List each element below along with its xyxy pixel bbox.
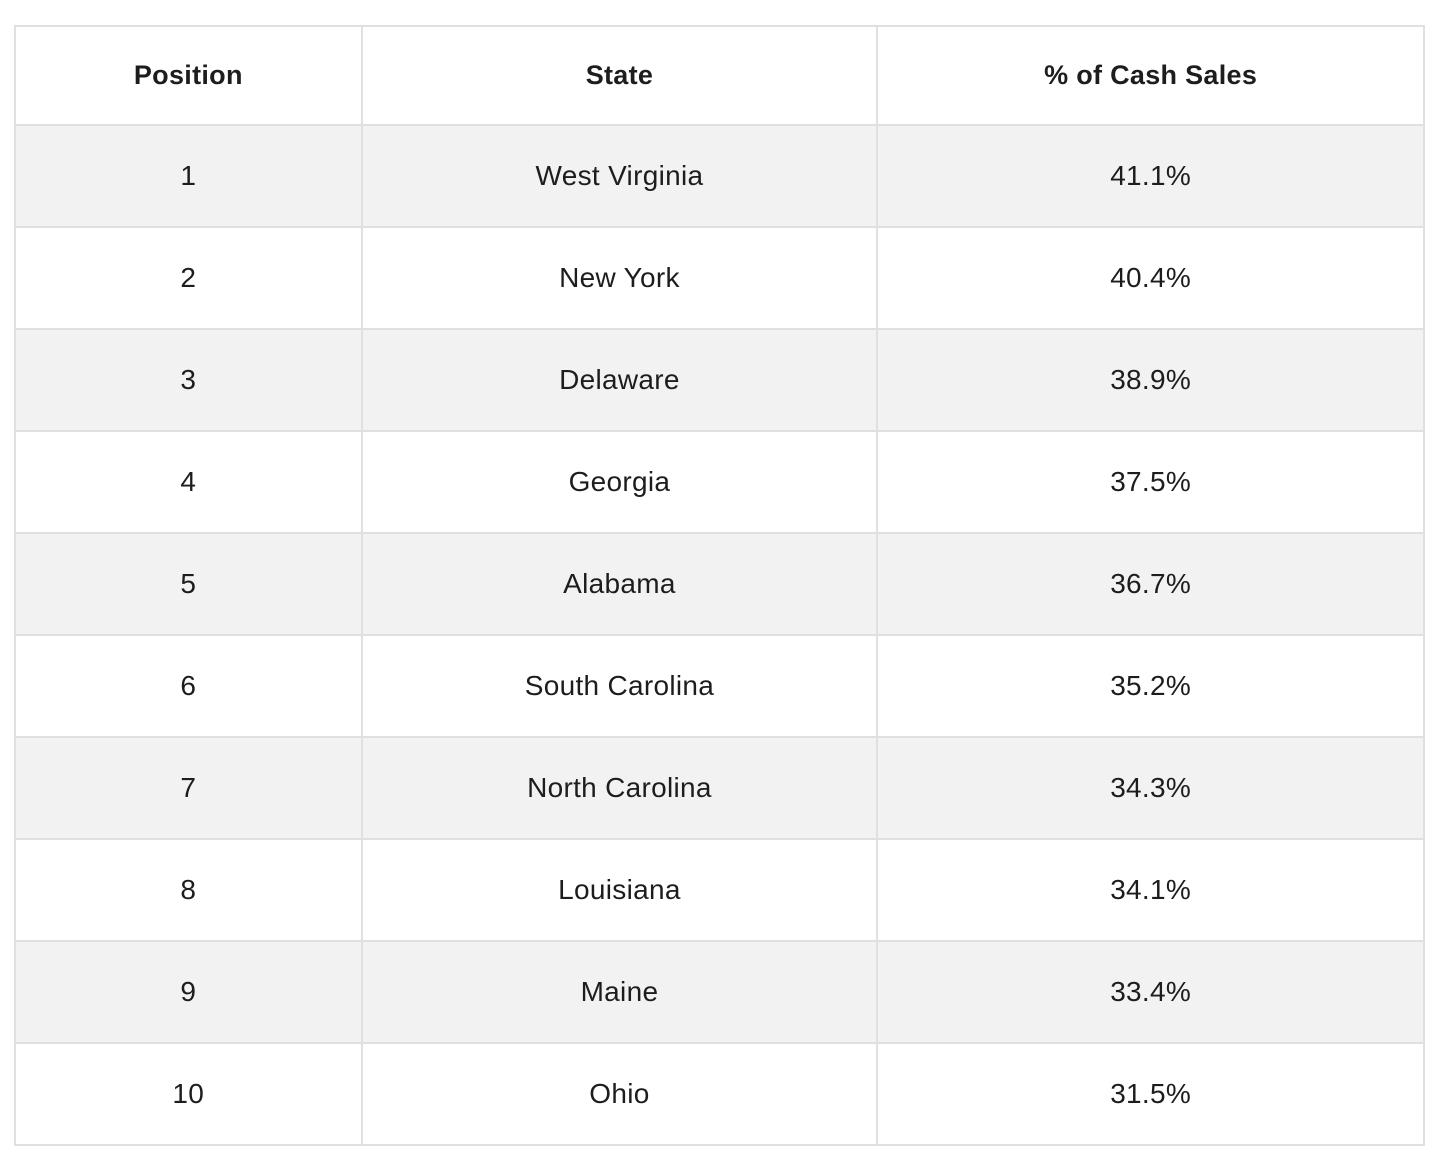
- cell-pct: 33.4%: [876, 940, 1425, 1044]
- table-row: 10 Ohio 31.5%: [14, 1042, 1425, 1146]
- cell-state: South Carolina: [360, 634, 879, 738]
- cell-pct: 37.5%: [876, 430, 1425, 534]
- cell-state: Louisiana: [360, 838, 879, 942]
- column-header-state: State: [360, 25, 879, 126]
- column-header-pct-cash-sales: % of Cash Sales: [876, 25, 1425, 126]
- cell-state: Alabama: [360, 532, 879, 636]
- cell-pct: 40.4%: [876, 226, 1425, 330]
- cell-state: Georgia: [360, 430, 879, 534]
- table-row: 3 Delaware 38.9%: [14, 328, 1425, 432]
- cell-pct: 41.1%: [876, 124, 1425, 228]
- table-row: 5 Alabama 36.7%: [14, 532, 1425, 636]
- cash-sales-table-container: Position State % of Cash Sales 1 West Vi…: [14, 25, 1425, 1146]
- table-header-row: Position State % of Cash Sales: [14, 25, 1425, 126]
- cell-state: New York: [360, 226, 879, 330]
- cell-pct: 31.5%: [876, 1042, 1425, 1146]
- cell-state: Delaware: [360, 328, 879, 432]
- cell-position: 2: [14, 226, 363, 330]
- cell-position: 9: [14, 940, 363, 1044]
- cell-state: North Carolina: [360, 736, 879, 840]
- table-row: 8 Louisiana 34.1%: [14, 838, 1425, 942]
- cell-position: 7: [14, 736, 363, 840]
- table-body: 1 West Virginia 41.1% 2 New York 40.4% 3…: [14, 124, 1425, 1146]
- cell-pct: 36.7%: [876, 532, 1425, 636]
- cell-pct: 34.3%: [876, 736, 1425, 840]
- cell-pct: 35.2%: [876, 634, 1425, 738]
- table-row: 6 South Carolina 35.2%: [14, 634, 1425, 738]
- table-row: 4 Georgia 37.5%: [14, 430, 1425, 534]
- table-header: Position State % of Cash Sales: [14, 25, 1425, 126]
- table-row: 2 New York 40.4%: [14, 226, 1425, 330]
- cell-pct: 34.1%: [876, 838, 1425, 942]
- table-row: 7 North Carolina 34.3%: [14, 736, 1425, 840]
- cell-position: 5: [14, 532, 363, 636]
- cell-position: 6: [14, 634, 363, 738]
- cell-state: Maine: [360, 940, 879, 1044]
- cell-position: 1: [14, 124, 363, 228]
- cell-state: West Virginia: [360, 124, 879, 228]
- table-row: 9 Maine 33.4%: [14, 940, 1425, 1044]
- cash-sales-table: Position State % of Cash Sales 1 West Vi…: [14, 25, 1425, 1146]
- cell-state: Ohio: [360, 1042, 879, 1146]
- cell-position: 4: [14, 430, 363, 534]
- cell-position: 10: [14, 1042, 363, 1146]
- table-row: 1 West Virginia 41.1%: [14, 124, 1425, 228]
- cell-pct: 38.9%: [876, 328, 1425, 432]
- column-header-position: Position: [14, 25, 363, 126]
- cell-position: 8: [14, 838, 363, 942]
- cell-position: 3: [14, 328, 363, 432]
